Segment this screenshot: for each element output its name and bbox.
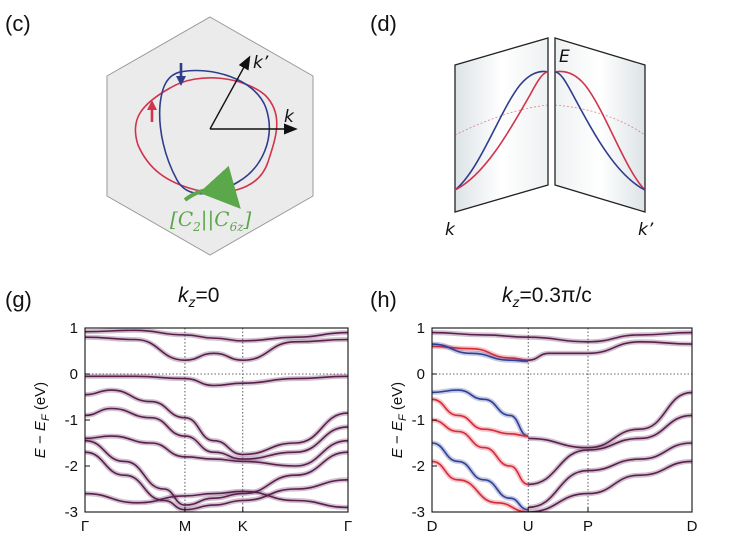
panel-d: (d) E k k’: [370, 11, 654, 240]
band-line: [528, 414, 692, 486]
rotation-arrow-icon: [183, 165, 241, 209]
band-line: [432, 389, 529, 437]
band-plot-g: 10-1-2-3Γ M K Γ: [65, 320, 352, 535]
dashed-reference-curve: [454, 104, 549, 136]
panel-h-title: kz=0.3π/c: [502, 284, 592, 310]
left-sheet: [454, 37, 549, 213]
x-tick-label: D: [427, 518, 438, 535]
band-line: [432, 331, 692, 343]
x-tick-label: U: [523, 518, 534, 535]
band-line: [432, 345, 529, 361]
band-line: [85, 435, 348, 467]
band-line: [528, 460, 692, 512]
right-sheet: [554, 37, 646, 213]
band-line: [432, 398, 529, 437]
band-line: [85, 336, 348, 362]
band-line: [528, 340, 692, 361]
band-glow: [85, 387, 348, 458]
band-line: [528, 391, 692, 449]
spin-down-arrow-icon: [176, 63, 186, 86]
x-tick-label: K: [238, 518, 248, 535]
y-tick-label: -1: [65, 412, 78, 429]
band-line: [432, 460, 529, 512]
panel-g-title: kz=0: [178, 284, 219, 310]
band-line: [432, 442, 529, 511]
panel-c: (c) k k’ [C2||C6z]: [5, 11, 314, 256]
band-line: [85, 329, 348, 342]
spin-up-arrow-icon: [147, 100, 157, 122]
band-line: [432, 419, 529, 486]
band-glow: [528, 339, 692, 363]
y-tick-label: -3: [65, 504, 78, 521]
band-line: [85, 407, 348, 460]
spin-symmetry-label: [C2||C6z]: [170, 207, 252, 234]
band-glow: [85, 405, 348, 462]
band-line: [85, 490, 348, 509]
y-tick-label: 1: [417, 320, 425, 337]
x-tick-label: D: [687, 518, 698, 535]
right-red-band: [554, 70, 646, 191]
panel-h: (h) kz=0.3π/c 10-1-2-3D U P D E − EF (eV): [370, 284, 698, 535]
brillouin-zone-hexagon: [106, 16, 314, 256]
band-line: [85, 375, 348, 387]
panel-c-label: (c): [5, 11, 31, 36]
band-line: [85, 439, 348, 506]
left-blue-band: [454, 70, 549, 191]
y-tick-label: -1: [412, 412, 425, 429]
y-tick-label: -2: [412, 458, 425, 475]
y-tick-label: 0: [417, 366, 425, 383]
k-label: k: [284, 107, 295, 127]
x-tick-label: P: [583, 518, 593, 535]
panel-d-label: (d): [370, 11, 397, 36]
left-red-band: [454, 71, 549, 191]
band-plot-h: 10-1-2-3D U P D: [412, 320, 698, 535]
k-label-d: k: [445, 220, 456, 240]
band-line: [528, 442, 692, 509]
panel-g: (g) kz=0 10-1-2-3Γ M K Γ E − EF (eV): [5, 284, 352, 535]
y-tick-label: 1: [70, 320, 78, 337]
panel-g-ylabel: E − EF (eV): [32, 382, 52, 458]
dashed-reference-curve-right: [554, 104, 646, 136]
panel-h-label: (h): [370, 287, 397, 312]
x-tick-label: Γ: [81, 518, 89, 535]
kprime-label: k’: [253, 53, 269, 73]
band-glow: [528, 389, 692, 451]
panel-h-ylabel: E − EF (eV): [389, 382, 409, 458]
kprime-axis-arrow: [209, 55, 251, 130]
energy-label: E: [559, 47, 570, 67]
band-line: [432, 343, 529, 362]
right-blue-band: [554, 71, 646, 191]
y-tick-label: 0: [70, 366, 78, 383]
x-tick-label: Γ: [344, 518, 352, 535]
band-line: [85, 451, 348, 511]
y-tick-label: -2: [65, 458, 78, 475]
kprime-label-d: k’: [638, 220, 654, 240]
y-tick-label: -3: [412, 504, 425, 521]
x-tick-label: M: [179, 518, 192, 535]
band-line: [85, 389, 348, 456]
panel-g-label: (g): [5, 287, 32, 312]
